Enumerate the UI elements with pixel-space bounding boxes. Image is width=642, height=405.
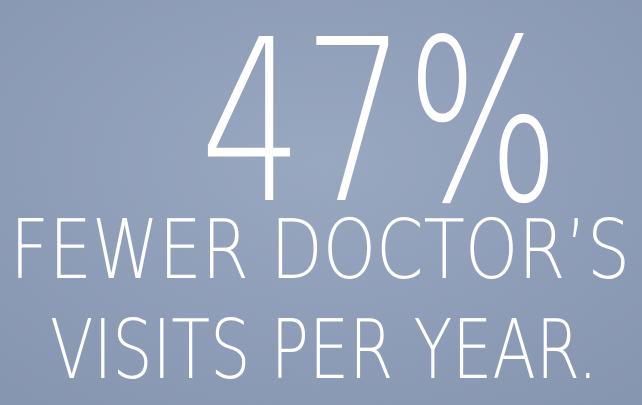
- subtitle-line: VISITS PER YEAR.: [50, 303, 598, 398]
- subtitle-line: FEWER DOCTOR’S: [10, 203, 630, 298]
- headline: 47%: [200, 0, 560, 254]
